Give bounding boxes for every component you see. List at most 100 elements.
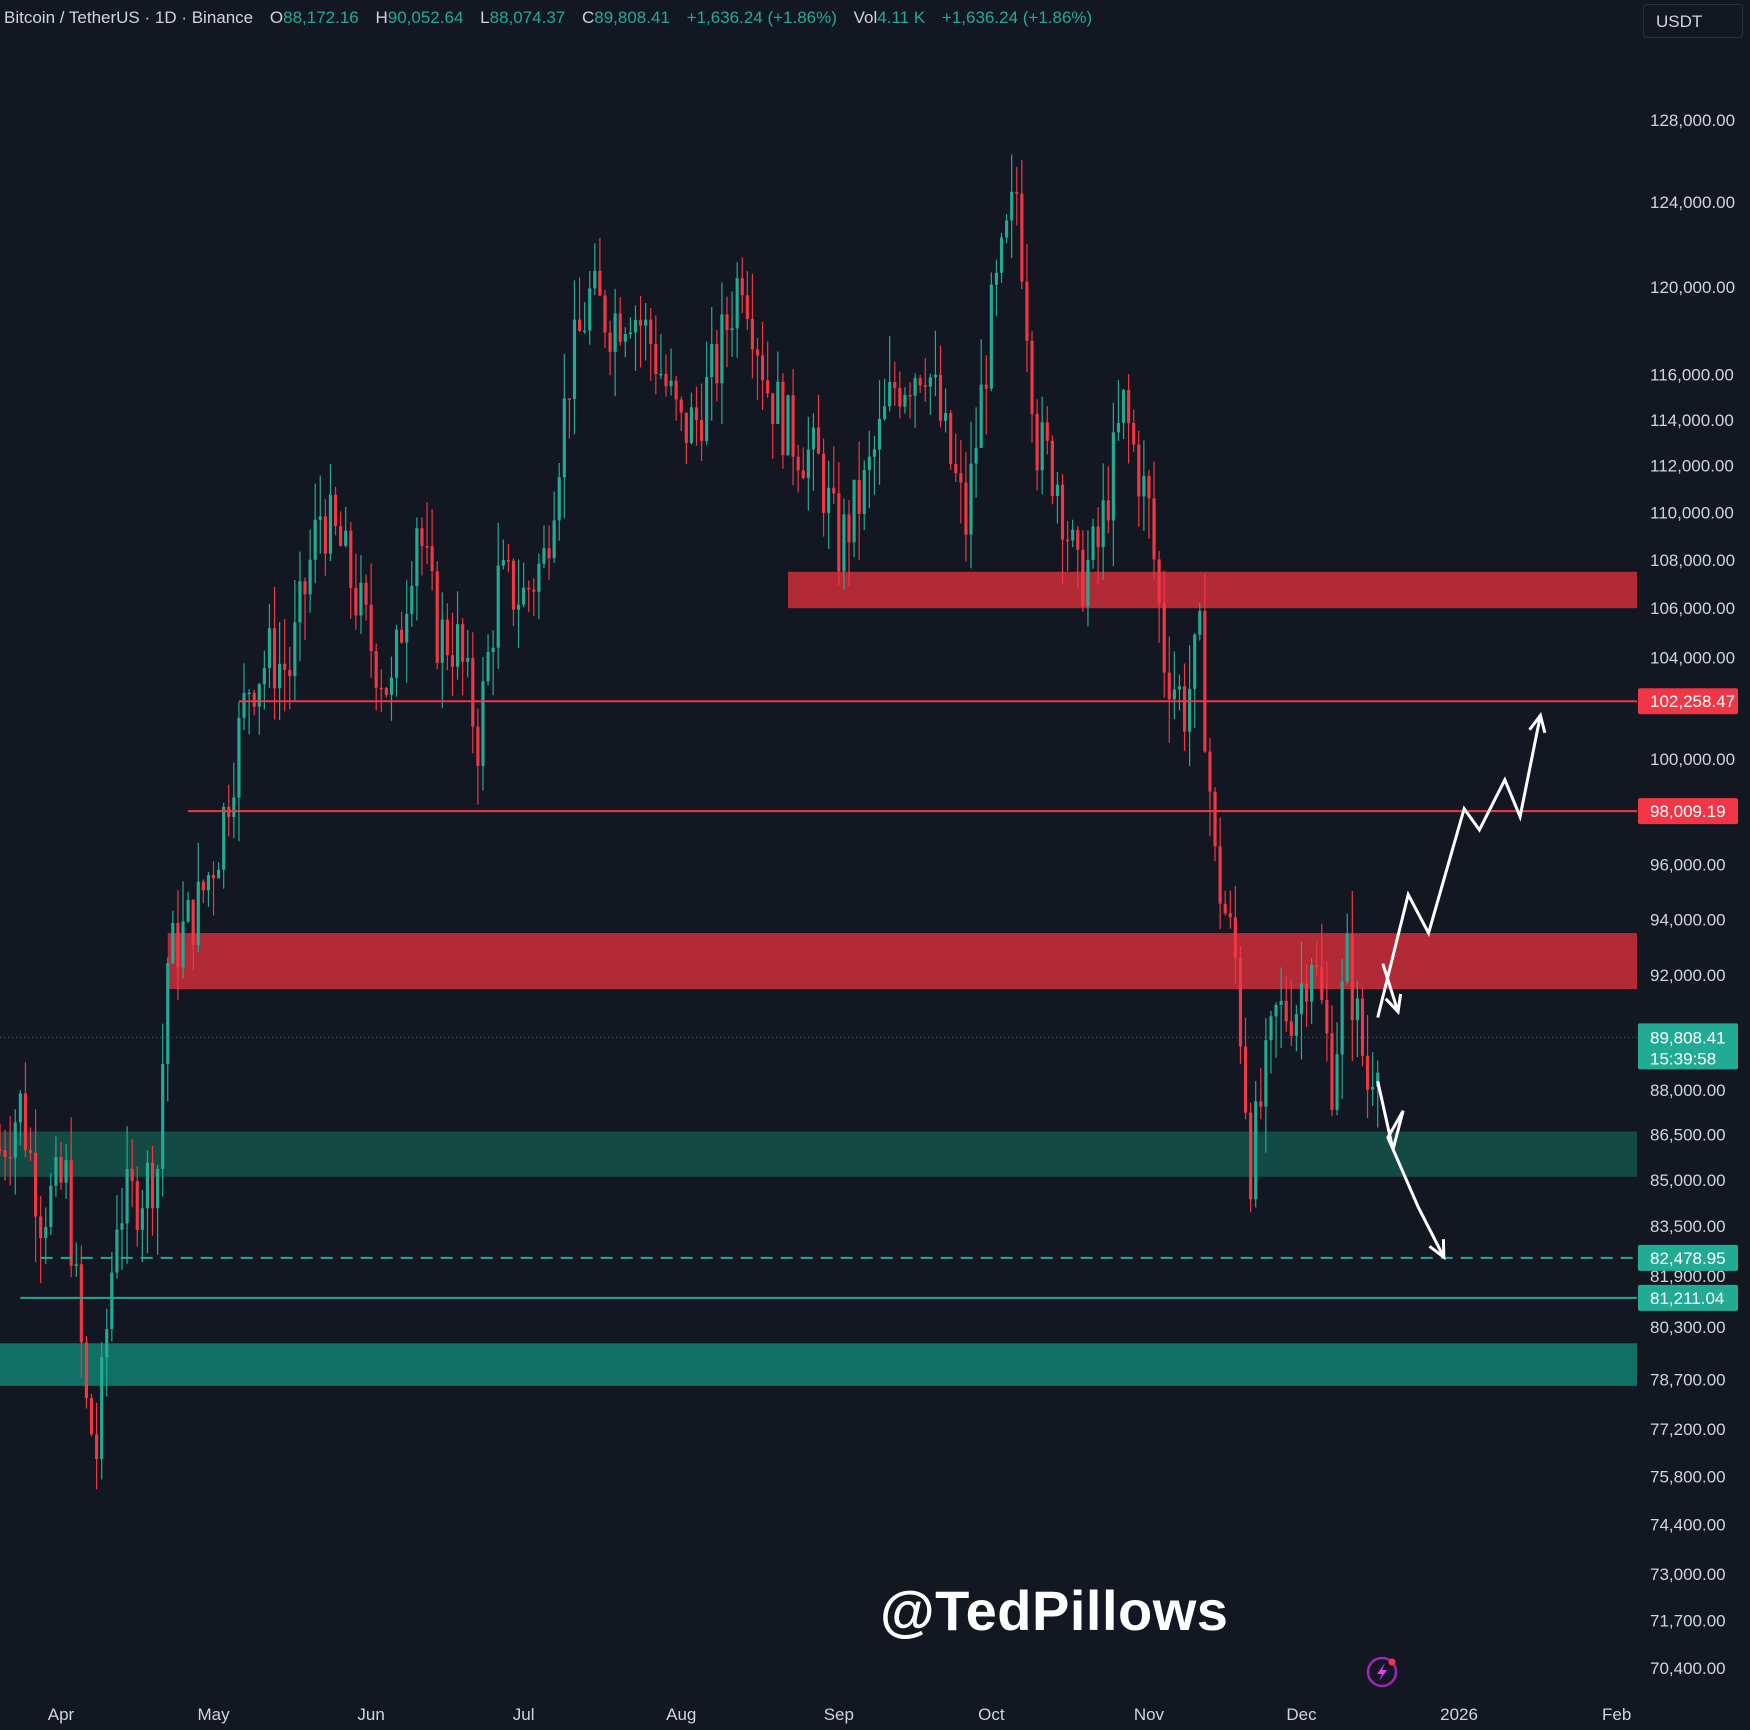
candle <box>64 1143 68 1199</box>
candle <box>28 1127 33 1161</box>
candle-body <box>908 394 912 397</box>
candle <box>115 1195 119 1279</box>
open-label: O <box>269 8 284 27</box>
candle-body <box>730 328 734 331</box>
candle-body <box>247 692 251 695</box>
candle-body <box>1360 998 1365 1056</box>
candle-body <box>1035 413 1039 471</box>
candle <box>201 879 205 904</box>
candle-body <box>1208 751 1212 792</box>
candle <box>18 1089 22 1146</box>
candle-body <box>1223 903 1227 914</box>
price-axis: 128,000.00 124,000.00 120,000.00 116,000.00… <box>1650 111 1735 1678</box>
candle-body <box>100 1357 104 1460</box>
y-tick-label: 77,200.00 <box>1650 1420 1726 1439</box>
candle <box>1350 891 1354 1062</box>
candle-body <box>125 1169 129 1224</box>
candle-body <box>384 688 388 695</box>
candle-body <box>618 313 622 342</box>
candle-body <box>923 385 927 387</box>
currency-selector[interactable]: USDT <box>1643 4 1743 38</box>
candle-body <box>466 658 470 662</box>
x-tick-label: Aug <box>666 1705 696 1724</box>
candle <box>471 632 475 754</box>
candle-body <box>1345 933 1349 982</box>
x-tick-label: May <box>197 1705 230 1724</box>
candle-body <box>394 629 399 678</box>
candle-body <box>877 418 882 450</box>
candle-body <box>1228 913 1232 918</box>
candle-body <box>816 427 821 454</box>
close-value: 89,808.41 <box>594 8 670 27</box>
candle-body <box>166 963 170 1064</box>
candle-body <box>852 479 856 543</box>
price-badge-label: 102,258.47 <box>1650 692 1735 711</box>
candle <box>120 1187 124 1270</box>
candle <box>374 643 378 711</box>
candle <box>532 578 536 617</box>
candle <box>547 525 551 580</box>
candle <box>344 506 348 548</box>
bullish-projection <box>1376 715 1542 1018</box>
candle-body <box>23 1093 27 1151</box>
candle <box>862 460 866 531</box>
candle <box>333 486 338 536</box>
y-tick-label: 104,000.00 <box>1650 648 1735 667</box>
candle-body <box>486 652 490 682</box>
candle <box>750 273 754 379</box>
candle <box>425 502 429 565</box>
candle <box>979 339 983 449</box>
price-badge-label: 81,211.04 <box>1650 1289 1724 1308</box>
candle-body <box>328 494 333 554</box>
candle-body <box>598 270 602 296</box>
candle-body <box>933 374 938 378</box>
candle-body <box>893 382 897 389</box>
candle-body <box>364 582 368 605</box>
candle <box>527 580 531 613</box>
candle <box>1167 636 1171 743</box>
candle-body <box>842 514 846 572</box>
candle-body <box>34 1152 38 1217</box>
candle <box>1152 461 1156 579</box>
candle-body <box>913 378 917 396</box>
candle-body <box>735 278 739 329</box>
candle-body <box>588 288 592 331</box>
candle <box>1223 890 1227 916</box>
candle-body <box>445 619 449 656</box>
candle-body <box>135 1181 139 1230</box>
candle <box>771 392 775 459</box>
candle <box>1101 463 1105 580</box>
high-label: H <box>375 8 388 27</box>
candle <box>349 522 353 619</box>
candle-body <box>1188 688 1192 732</box>
candle-body <box>176 923 180 968</box>
candle-body <box>476 726 480 766</box>
candle-body <box>333 494 338 527</box>
candle-body <box>837 493 841 572</box>
candle-body <box>1350 933 1354 1021</box>
lightning-icon[interactable] <box>1366 1656 1398 1688</box>
candle-body <box>318 516 322 520</box>
candle <box>150 1146 155 1236</box>
candle <box>745 271 749 331</box>
candle <box>176 890 180 1001</box>
y-tick-label: 83,500.00 <box>1650 1217 1726 1236</box>
candle-body <box>669 380 673 387</box>
candle <box>59 1141 63 1190</box>
candle-body <box>1284 1000 1288 1022</box>
candle-body <box>776 381 780 424</box>
candle-body <box>1213 791 1217 847</box>
rejection-projection <box>1381 963 1400 1013</box>
candle <box>1294 1005 1298 1052</box>
bullish-arrowhead <box>1528 712 1547 734</box>
candle <box>542 525 546 569</box>
candle-body <box>791 395 795 457</box>
candle-body <box>1157 559 1161 604</box>
candle-body <box>1325 999 1329 1034</box>
candle-body <box>710 343 714 378</box>
candle <box>654 315 658 395</box>
candle <box>669 348 673 396</box>
candle <box>252 689 256 716</box>
candle <box>323 499 327 576</box>
